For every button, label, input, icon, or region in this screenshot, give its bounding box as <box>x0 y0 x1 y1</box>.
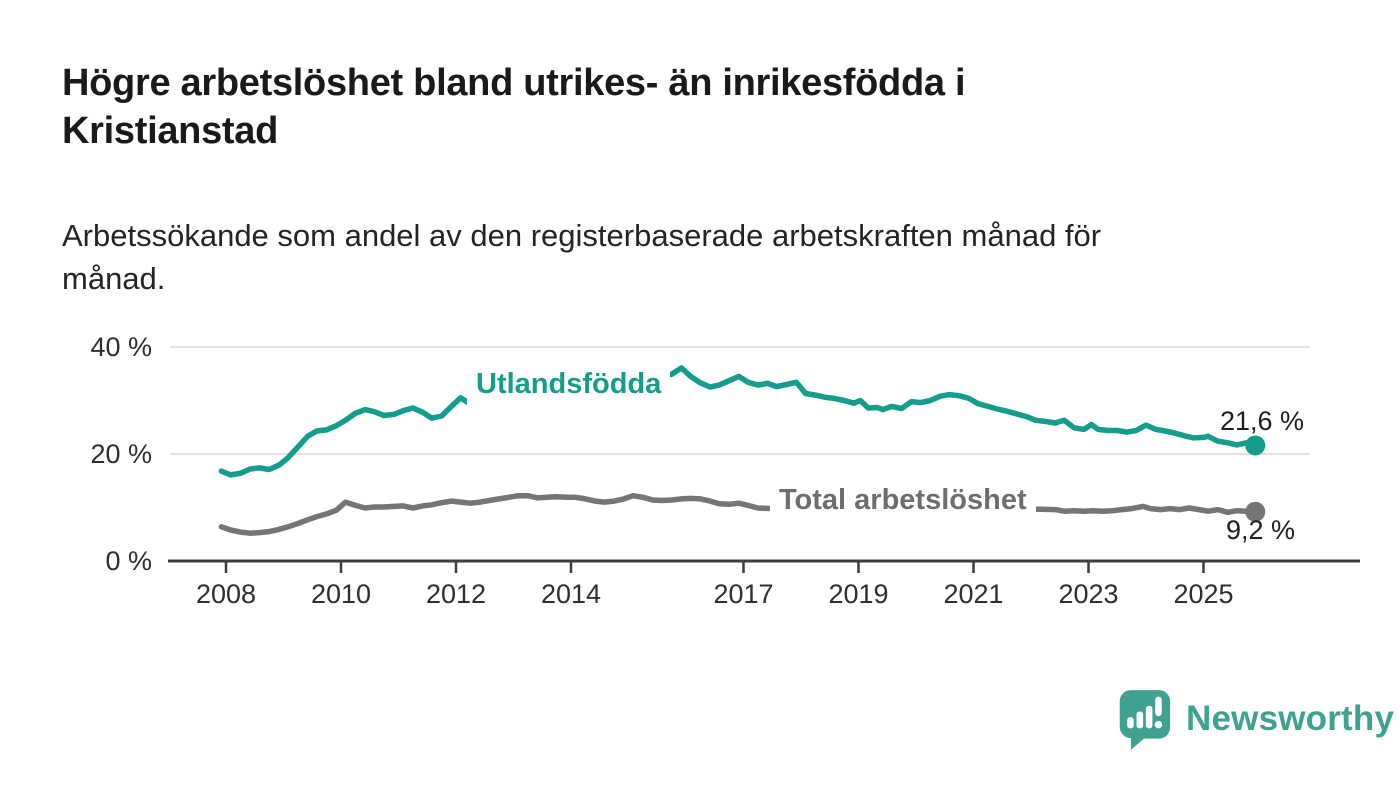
logo-exclamation-bar <box>1155 696 1162 717</box>
logo-bar-medium <box>1136 711 1144 729</box>
series-line-total-arbetsloshet <box>218 492 1259 536</box>
newsworthy-logo-text: Newsworthy <box>1186 699 1395 738</box>
logo-bar-small <box>1127 717 1134 729</box>
x-axis-tick-label: 2014 <box>541 579 601 609</box>
series-end-dot-utlandsfodda <box>1245 435 1266 456</box>
y-axis-tick-label: 40 % <box>90 332 152 362</box>
x-axis-tick-label: 2021 <box>943 579 1003 609</box>
newsworthy-logo-icon <box>1119 690 1171 750</box>
subtitle-line-2: månad. <box>62 261 166 297</box>
x-axis-tick-label: 2017 <box>713 579 773 609</box>
chart-subtitle: Arbetssökande som andel av den registerb… <box>62 214 1101 301</box>
end-value-total-arbetsloshet: 9,2 % <box>1226 515 1296 545</box>
title-line-2: Kristianstad <box>62 109 279 152</box>
x-axis-tick-label: 2025 <box>1173 579 1233 609</box>
page-title: Högre arbetslöshet bland utrikes- än inr… <box>62 60 966 156</box>
series-label-total-arbetsloshet: Total arbetslöshet <box>770 482 1036 523</box>
subtitle-line-1: Arbetssökande som andel av den registerb… <box>62 218 1102 253</box>
title-line-1: Högre arbetslöshet bland utrikes- än inr… <box>62 62 966 104</box>
x-axis-tick-label: 2010 <box>311 579 371 609</box>
logo-bar-tall <box>1145 705 1153 729</box>
x-axis-tick-label: 2012 <box>426 579 486 609</box>
series-label-utlandsfodda: Utlandsfödda <box>467 366 671 407</box>
newsworthy-logo: Newsworthy <box>1116 688 1394 750</box>
logo-exclamation-dot <box>1154 720 1163 729</box>
y-axis-tick-label: 20 % <box>90 439 152 469</box>
x-axis-tick-label: 2023 <box>1058 579 1118 609</box>
y-axis-tick-label: 0 % <box>105 546 152 576</box>
series-line-utlandsfodda <box>218 365 1259 478</box>
end-value-utlandsfodda: 21,6 % <box>1220 406 1305 436</box>
x-axis-tick-label: 2008 <box>196 579 256 609</box>
series-end-dot-total-arbetsloshet <box>1245 501 1266 522</box>
x-axis-tick-label: 2019 <box>828 579 888 609</box>
